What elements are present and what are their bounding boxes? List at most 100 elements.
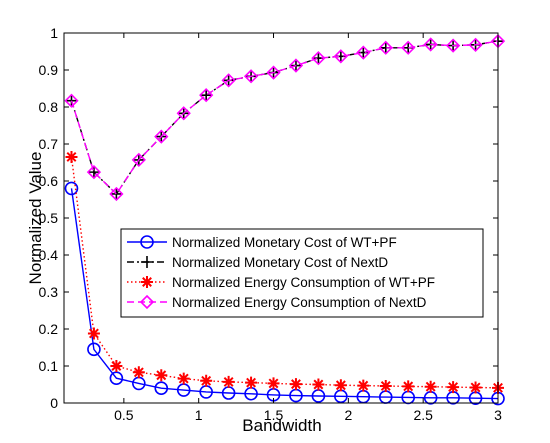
series-4-point-18	[445, 38, 461, 53]
legend: Normalized Monetary Cost of WT+PF Normali…	[120, 228, 484, 318]
legend-marker-1	[140, 235, 154, 249]
series-3-point-3	[110, 360, 123, 372]
series-4-point-13	[333, 49, 348, 64]
series-1-point-5	[154, 381, 169, 396]
series-3-point-7	[200, 374, 213, 387]
series-4-point-11	[288, 58, 304, 73]
legend-label-4: Normalized Energy Consumption of NextD	[172, 295, 427, 310]
series-2-point-7	[200, 89, 213, 102]
y-tick-label: 0.9	[39, 62, 59, 78]
diamond-marker-shape	[109, 186, 124, 202]
series-3-point-4	[132, 366, 145, 379]
legend-marker-4	[139, 294, 155, 310]
diamond-marker-shape	[86, 164, 102, 180]
star-marker-shape	[402, 380, 415, 393]
series-4-point-15	[378, 40, 393, 55]
y-tick-label: 0.1	[39, 358, 59, 374]
series-1-point-1	[64, 181, 79, 196]
y-tick-label: 0.5	[39, 210, 59, 226]
diamond-marker-shape	[176, 106, 191, 121]
star-marker-shape	[334, 379, 347, 392]
circle-marker-shape	[154, 381, 169, 396]
series-3-point-2	[87, 327, 100, 340]
star-marker-shape	[357, 379, 370, 392]
series-line-1	[70, 188, 499, 400]
diamond-marker-shape	[468, 37, 483, 52]
star-marker-shape	[177, 372, 190, 385]
star-marker-shape	[379, 379, 392, 392]
x-tick-label: 2	[344, 407, 352, 423]
x-tick-label: 2.5	[413, 407, 433, 423]
diamond-marker-shape	[221, 73, 236, 88]
diamond-marker-shape	[64, 93, 79, 108]
x-axis-label: Bandwidth	[242, 416, 321, 435]
series-3-point-14	[357, 379, 370, 392]
star-marker-shape	[87, 327, 100, 340]
legend-label-3: Normalized Energy Consumption of WT+PF	[172, 275, 435, 290]
series-1-point-2	[87, 342, 101, 357]
diamond-marker-shape	[266, 65, 281, 80]
series-3-point-18	[447, 381, 460, 394]
star-marker-shape	[155, 369, 168, 382]
diamond-marker-shape	[311, 51, 326, 66]
plus-marker-shape	[200, 89, 213, 102]
x-axis: 0.5 1 1.5 2 2.5 3	[114, 33, 502, 423]
star-marker-shape	[132, 366, 145, 379]
x-tick-label: 1	[195, 407, 203, 423]
series-4-point-2	[86, 164, 102, 180]
star-marker-shape	[289, 378, 302, 391]
star-marker-shape	[110, 360, 123, 372]
series-layer	[64, 34, 506, 406]
legend-marker-3	[141, 276, 153, 288]
circle-marker-shape	[140, 235, 154, 249]
series-4-point-4	[131, 152, 146, 168]
star-marker-shape	[245, 376, 258, 389]
series-3-point-13	[334, 379, 347, 392]
series-4-point-19	[468, 37, 483, 52]
series-4-point-16	[401, 40, 416, 55]
diamond-marker-shape	[356, 45, 371, 60]
series-4-point-12	[311, 51, 326, 66]
legend-box	[120, 228, 484, 318]
star-marker-shape	[469, 381, 482, 394]
y-tick-label: 0.7	[39, 136, 59, 152]
circle-marker-shape	[64, 181, 79, 196]
circle-marker-shape	[87, 342, 101, 357]
series-3-point-19	[469, 381, 482, 394]
series-4-point-5	[154, 129, 169, 144]
series-4-point-7	[199, 88, 214, 103]
series-1-point-3	[109, 371, 124, 386]
x-tick-label: 0.5	[114, 407, 134, 423]
plus-marker-shape	[110, 187, 123, 200]
legend-label-1: Normalized Monetary Cost of WT+PF	[172, 235, 397, 250]
series-2-point-2	[87, 166, 100, 179]
series-4-point-3	[109, 186, 124, 202]
series-3-point-1	[65, 150, 78, 163]
series-4-point-17	[423, 37, 438, 52]
star-marker-shape	[222, 375, 235, 388]
legend-label-2: Normalized Monetary Cost of NextD	[172, 255, 388, 270]
series-3-point-8	[222, 375, 235, 388]
series-4-point-6	[176, 106, 191, 121]
circle-marker-shape	[109, 371, 124, 386]
y-axis: 0 0.1 0.2 0.3 0.4 0.5 0.6 0.7 0.8 0.9 1	[39, 25, 498, 411]
series-3-point-11	[289, 378, 302, 391]
diamond-marker-shape	[131, 152, 146, 168]
diamond-marker-shape	[288, 58, 304, 73]
diamond-marker-shape	[423, 37, 438, 52]
series-4-point-9	[243, 69, 259, 84]
series-line-4	[70, 40, 499, 196]
series-3-point-16	[402, 380, 415, 393]
series-3-point-5	[155, 369, 168, 382]
series-4-point-8	[221, 73, 236, 88]
series-4-point-1	[64, 93, 79, 108]
star-marker-shape	[200, 374, 213, 387]
diamond-marker-shape	[139, 294, 155, 310]
series-4-point-14	[356, 45, 371, 60]
series-3-point-17	[424, 380, 437, 393]
diamond-marker-shape	[199, 88, 214, 103]
x-tick-label: 3	[494, 407, 502, 423]
x-tick-label: 1.5	[264, 407, 284, 423]
star-marker-shape	[312, 378, 325, 391]
